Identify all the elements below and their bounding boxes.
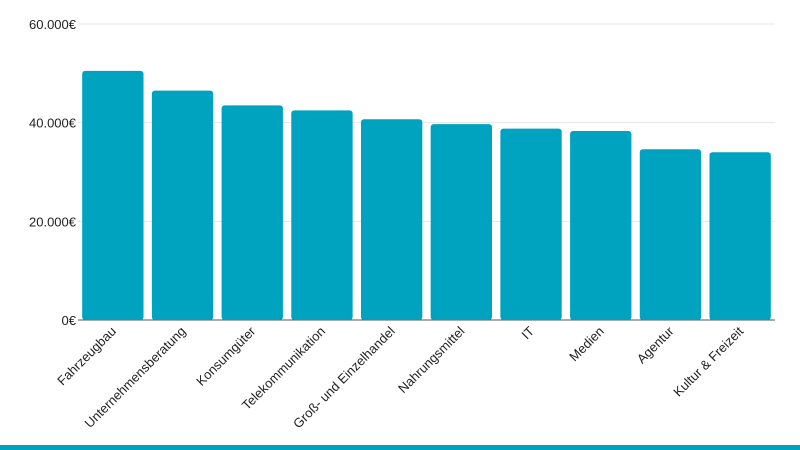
bars (82, 70, 771, 321)
x-tick-label: IT (518, 323, 537, 342)
bottom-accent-bar (0, 445, 800, 450)
bar (709, 152, 771, 320)
bar (360, 119, 423, 320)
bar (570, 131, 632, 320)
x-tick-label: Medien (566, 324, 607, 365)
y-tick-label: 60.000€ (29, 17, 77, 32)
bar (639, 149, 702, 320)
bar (430, 124, 493, 320)
y-tick-label: 40.000€ (29, 116, 77, 131)
x-tick-label: Konsumgüter (193, 323, 259, 389)
x-tick-label: Nahrungsmittel (395, 323, 468, 396)
y-tick-label: 0€ (62, 313, 77, 328)
bar (82, 70, 144, 320)
bar (221, 105, 283, 321)
x-tick-label: Agentur (634, 323, 677, 366)
x-tick-label: Kultur & Freizeit (670, 323, 746, 399)
y-axis-ticks: 0€ 20.000€ 40.000€ 60.000€ (29, 17, 77, 328)
bar (151, 90, 214, 320)
y-tick-label: 20.000€ (29, 214, 77, 229)
bar (291, 110, 353, 320)
x-tick-label: Fahrzeugbau (54, 324, 119, 389)
bar (500, 128, 562, 320)
